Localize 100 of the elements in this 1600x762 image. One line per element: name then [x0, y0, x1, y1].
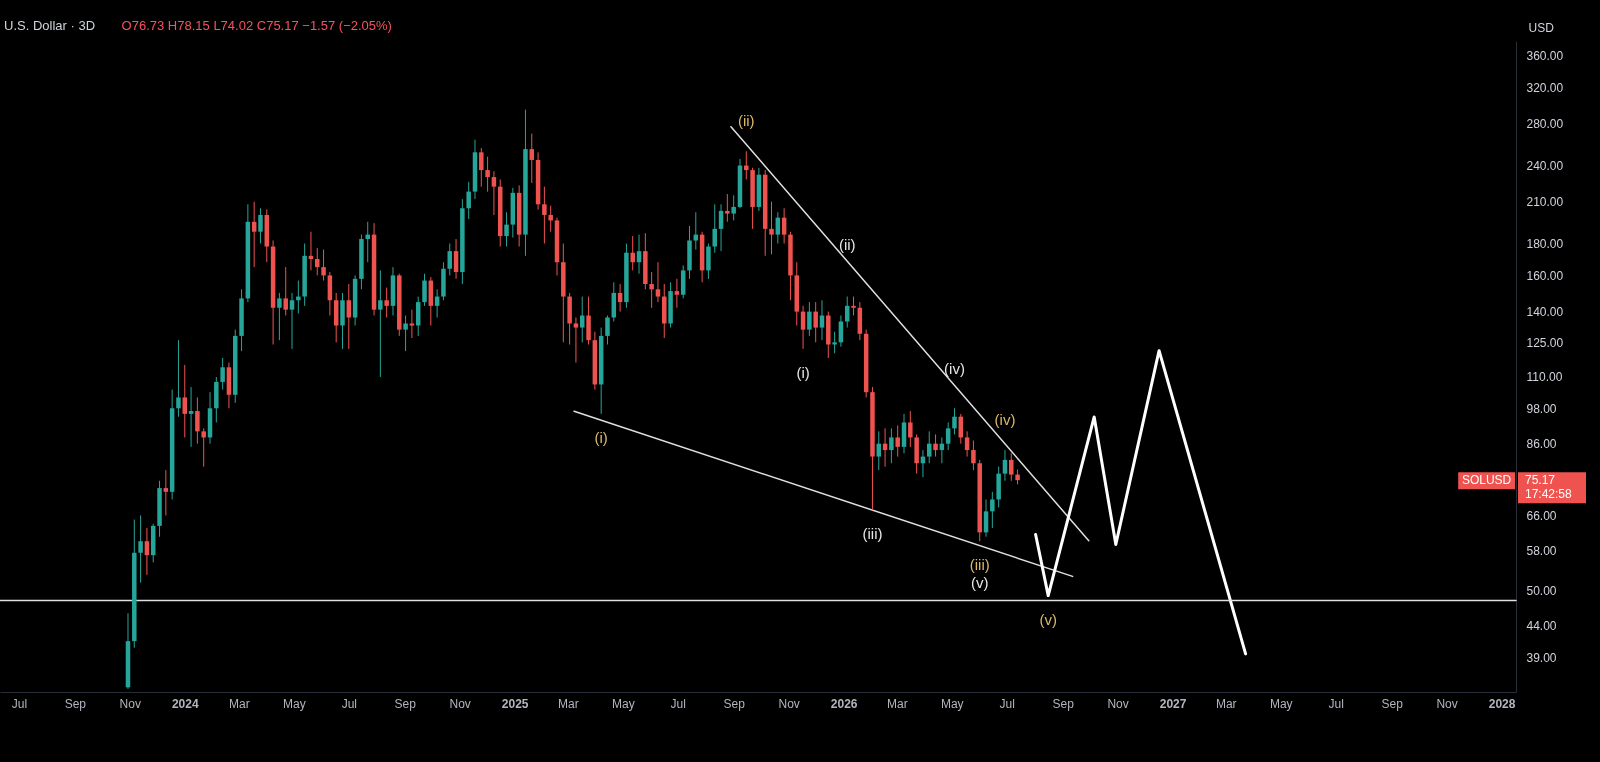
candlestick [964, 430, 970, 458]
y-tick-label: 110.00 [1526, 370, 1563, 385]
annotation: (ii) [737, 112, 755, 130]
x-tick-label: Sep [64, 696, 87, 711]
y-tick-label: 58.00 [1526, 543, 1557, 558]
text: 17:42:58 [1525, 487, 1573, 502]
candlestick [504, 211, 509, 248]
y-tick-label: 360.00 [1526, 49, 1564, 64]
candlestick [258, 207, 263, 244]
x-tick-label: Nov [778, 696, 800, 711]
x-tick-label: Jul [11, 696, 28, 711]
x-tick-label: Sep [1052, 696, 1075, 711]
annotation: (iv) [944, 360, 965, 378]
candlestick [283, 266, 288, 317]
candlestick [769, 201, 774, 255]
candlestick [851, 296, 856, 317]
candlestick [832, 331, 837, 354]
candlestick [466, 181, 471, 220]
candlestick [674, 278, 680, 309]
candlestick [1002, 449, 1008, 482]
y-axis-title: USD [1528, 20, 1555, 35]
candlestick [201, 427, 206, 468]
candlestick [889, 427, 894, 464]
candlestick [807, 301, 812, 337]
candlestick [813, 301, 818, 343]
candlestick [605, 315, 610, 345]
x-tick-label: 2024 [171, 696, 199, 711]
annotation: (iii) [969, 556, 990, 574]
candlestick [422, 273, 427, 307]
x-tick-label: Nov [1436, 696, 1458, 711]
candlestick [548, 205, 553, 233]
y-tick-label: 320.00 [1526, 81, 1564, 96]
y-tick-label: 66.00 [1526, 508, 1557, 523]
y-tick-label: 240.00 [1526, 159, 1564, 174]
y-tick-label: 160.00 [1526, 268, 1564, 283]
chart-subtitle: O76.73 H78.15 L74.02 C75.17 −1.57 (−2.05%) [121, 18, 392, 33]
candlestick [952, 407, 957, 435]
annotation: (i) [796, 363, 810, 381]
candlestick [573, 316, 579, 364]
candlestick [990, 491, 995, 529]
annotation: (ii) [838, 236, 856, 254]
candlestick [163, 469, 169, 516]
candlestick [403, 315, 408, 352]
x-tick-label: 2025 [501, 696, 529, 711]
candlestick [315, 247, 320, 276]
text: 75.17 [1525, 473, 1556, 488]
x-tick-label: May [611, 696, 635, 711]
candlestick [971, 440, 976, 471]
candlestick [365, 221, 370, 263]
y-tick-label: 39.00 [1526, 651, 1557, 666]
annotation: SOLUSD [1461, 473, 1512, 488]
x-tick-label: Jul [999, 696, 1015, 711]
x-tick-label: 2026 [830, 696, 858, 711]
candlestick [908, 410, 913, 448]
candlestick [630, 235, 635, 271]
candlestick [655, 261, 661, 303]
x-tick-label: Jul [341, 696, 357, 711]
x-tick-label: Sep [394, 696, 417, 711]
candlestick [895, 424, 900, 458]
y-tick-label: 44.00 [1526, 618, 1557, 633]
candlestick [712, 203, 717, 254]
y-tick-label: 210.00 [1526, 195, 1564, 210]
candlestick [409, 309, 415, 339]
annotation: (iii) [862, 525, 883, 543]
y-tick-label: 50.00 [1526, 584, 1557, 599]
candlestick [933, 433, 938, 458]
candlestick [182, 364, 188, 438]
candlestick [542, 186, 547, 244]
candlestick [485, 156, 490, 193]
x-tick-label: Nov [119, 696, 141, 711]
candlestick [491, 170, 497, 216]
candlestick [378, 269, 383, 378]
x-tick-label: Mar [1215, 696, 1237, 711]
candlestick [744, 150, 749, 180]
candlestick [447, 243, 452, 276]
candlestick [277, 292, 282, 341]
x-tick-label: 2028 [1488, 696, 1516, 711]
y-tick-label: 180.00 [1526, 237, 1564, 251]
candlestick [529, 133, 535, 184]
candlestick [927, 430, 932, 464]
x-tick-label: Mar [886, 696, 908, 711]
candlestick [384, 287, 389, 318]
candlestick [479, 147, 484, 188]
y-tick-label: 98.00 [1526, 401, 1557, 416]
annotation: (iv) [994, 411, 1016, 429]
x-tick-label: Mar [557, 696, 579, 711]
candlestick [289, 292, 295, 350]
annotation: (v) [1039, 610, 1057, 628]
line-series [1034, 349, 1248, 656]
x-tick-label: 2027 [1159, 696, 1187, 711]
x-tick-label: Sep [1381, 696, 1404, 711]
annotation: (i) [594, 428, 608, 446]
candlestick [1009, 452, 1014, 482]
x-tick-label: Nov [449, 696, 471, 711]
candlestick [415, 296, 421, 337]
y-tick-label: 86.00 [1526, 437, 1557, 452]
y-tick-label: 280.00 [1526, 117, 1564, 132]
x-tick-label: Nov [1107, 696, 1129, 711]
chart-title: U.S. Dollar · 3D [4, 18, 96, 33]
candlestick [725, 193, 730, 223]
